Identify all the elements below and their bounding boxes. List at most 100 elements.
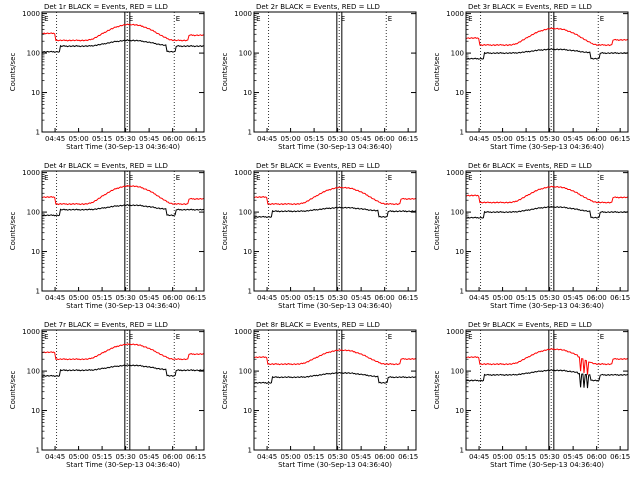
x-tick-label: 04:45 [469,294,489,302]
lld-series-line [41,23,205,42]
event-marker: E [256,333,260,341]
y-tick-label: 1 [248,447,252,455]
x-tick-label: 05:45 [563,294,583,302]
y-axis-label: Counts/sec [433,53,441,92]
event-marker: E [44,333,48,341]
event-marker: E [468,15,472,23]
event-marker: E [256,15,260,23]
panel-title: Det 2r BLACK = Events, RED = LLD [256,3,380,11]
events-series-line [465,369,629,389]
event-marker: E [44,174,48,182]
panel-title: Det 1r BLACK = Events, RED = LLD [44,3,168,11]
y-tick-label: 1000 [234,10,252,18]
y-tick-label: 100 [239,209,252,217]
x-tick-label: 06:00 [163,453,183,461]
event-marker: E [600,333,604,341]
panel-4: Det 4r BLACK = Events, RED = LLD Counts/s… [9,162,206,310]
event-marker: E [341,333,345,341]
x-tick-label: 04:45 [45,135,65,143]
y-tick-label: 1 [460,129,464,137]
x-tick-label: 05:00 [68,135,88,143]
panel-title: Det 3r BLACK = Events, RED = LLD [468,3,592,11]
y-axis-label: Counts/sec [9,371,17,410]
event-marker: E [256,174,260,182]
x-tick-label: 05:45 [351,294,371,302]
y-tick-label: 100 [239,368,252,376]
x-tick-label: 05:30 [540,294,560,302]
x-tick-label: 05:15 [92,135,112,143]
events-series-line [41,39,205,53]
panel-1: Det 1r BLACK = Events, RED = LLD Counts/s… [9,3,206,151]
plot-frame [253,11,417,133]
y-tick-label: 10 [31,89,40,97]
event-marker: E [129,174,133,182]
x-tick-label: 04:45 [469,135,489,143]
x-tick-label: 05:00 [280,453,300,461]
x-tick-label: 04:45 [257,294,277,302]
y-tick-label: 1 [36,447,40,455]
x-tick-label: 06:15 [610,294,630,302]
plot-frame [253,329,417,451]
events-series-line [253,206,417,218]
y-tick-label: 1 [36,288,40,296]
y-axis-label: Counts/sec [221,371,229,410]
panel-5: Det 5r BLACK = Events, RED = LLD Counts/s… [221,162,418,310]
panel-title: Det 9r BLACK = Events, RED = LLD [468,321,592,329]
y-axis-label: Counts/sec [9,212,17,251]
y-tick-label: 100 [27,209,40,217]
x-tick-label: 05:45 [139,453,159,461]
x-tick-label: 05:30 [328,135,348,143]
events-series-line [41,204,205,217]
y-tick-label: 1000 [446,328,464,336]
lld-series-line [253,186,417,206]
y-tick-label: 100 [239,50,252,58]
x-tick-label: 05:30 [328,294,348,302]
event-marker: E [600,174,604,182]
x-tick-label: 04:45 [257,135,277,143]
x-tick-label: 05:45 [563,135,583,143]
panel-7: Det 7r BLACK = Events, RED = LLD Counts/s… [9,321,206,469]
x-tick-label: 05:00 [280,294,300,302]
x-axis-label: Start Time (30-Sep-13 04:36:40) [66,143,180,151]
event-marker: E [341,174,345,182]
x-tick-label: 05:15 [516,294,536,302]
x-tick-label: 06:00 [375,294,395,302]
x-tick-label: 06:00 [163,135,183,143]
x-tick-label: 06:15 [186,135,206,143]
x-tick-label: 06:00 [587,135,607,143]
events-series-line [465,205,629,219]
event-marker: E [176,15,180,23]
x-tick-label: 04:45 [45,453,65,461]
x-tick-label: 05:00 [68,294,88,302]
lld-series-line [41,184,205,206]
x-axis-label: Start Time (30-Sep-13 04:36:40) [490,302,604,310]
x-tick-label: 05:30 [116,453,136,461]
y-tick-label: 1 [36,129,40,137]
plot-frame [465,11,629,133]
x-tick-label: 04:45 [45,294,65,302]
event-marker: E [388,333,392,341]
x-tick-label: 06:15 [398,453,418,461]
lld-series-line [465,348,629,375]
x-tick-label: 05:00 [492,453,512,461]
x-tick-label: 05:45 [139,135,159,143]
y-tick-label: 1 [460,447,464,455]
y-tick-label: 1000 [22,328,40,336]
x-tick-label: 05:15 [92,294,112,302]
x-tick-label: 05:45 [351,453,371,461]
x-tick-label: 05:15 [516,135,536,143]
panel-title: Det 4r BLACK = Events, RED = LLD [44,162,168,170]
event-marker: E [468,333,472,341]
event-marker: E [388,15,392,23]
panel-8: Det 8r BLACK = Events, RED = LLD Counts/s… [221,321,418,469]
x-axis-label: Start Time (30-Sep-13 04:36:40) [278,461,392,469]
x-tick-label: 06:15 [186,453,206,461]
x-tick-label: 05:15 [516,453,536,461]
y-tick-label: 100 [27,368,40,376]
x-tick-label: 05:15 [304,453,324,461]
x-tick-label: 06:15 [186,294,206,302]
event-marker: E [341,15,345,23]
panel-2: Det 2r BLACK = Events, RED = LLD Counts/s… [221,3,418,151]
y-axis-label: Counts/sec [221,53,229,92]
